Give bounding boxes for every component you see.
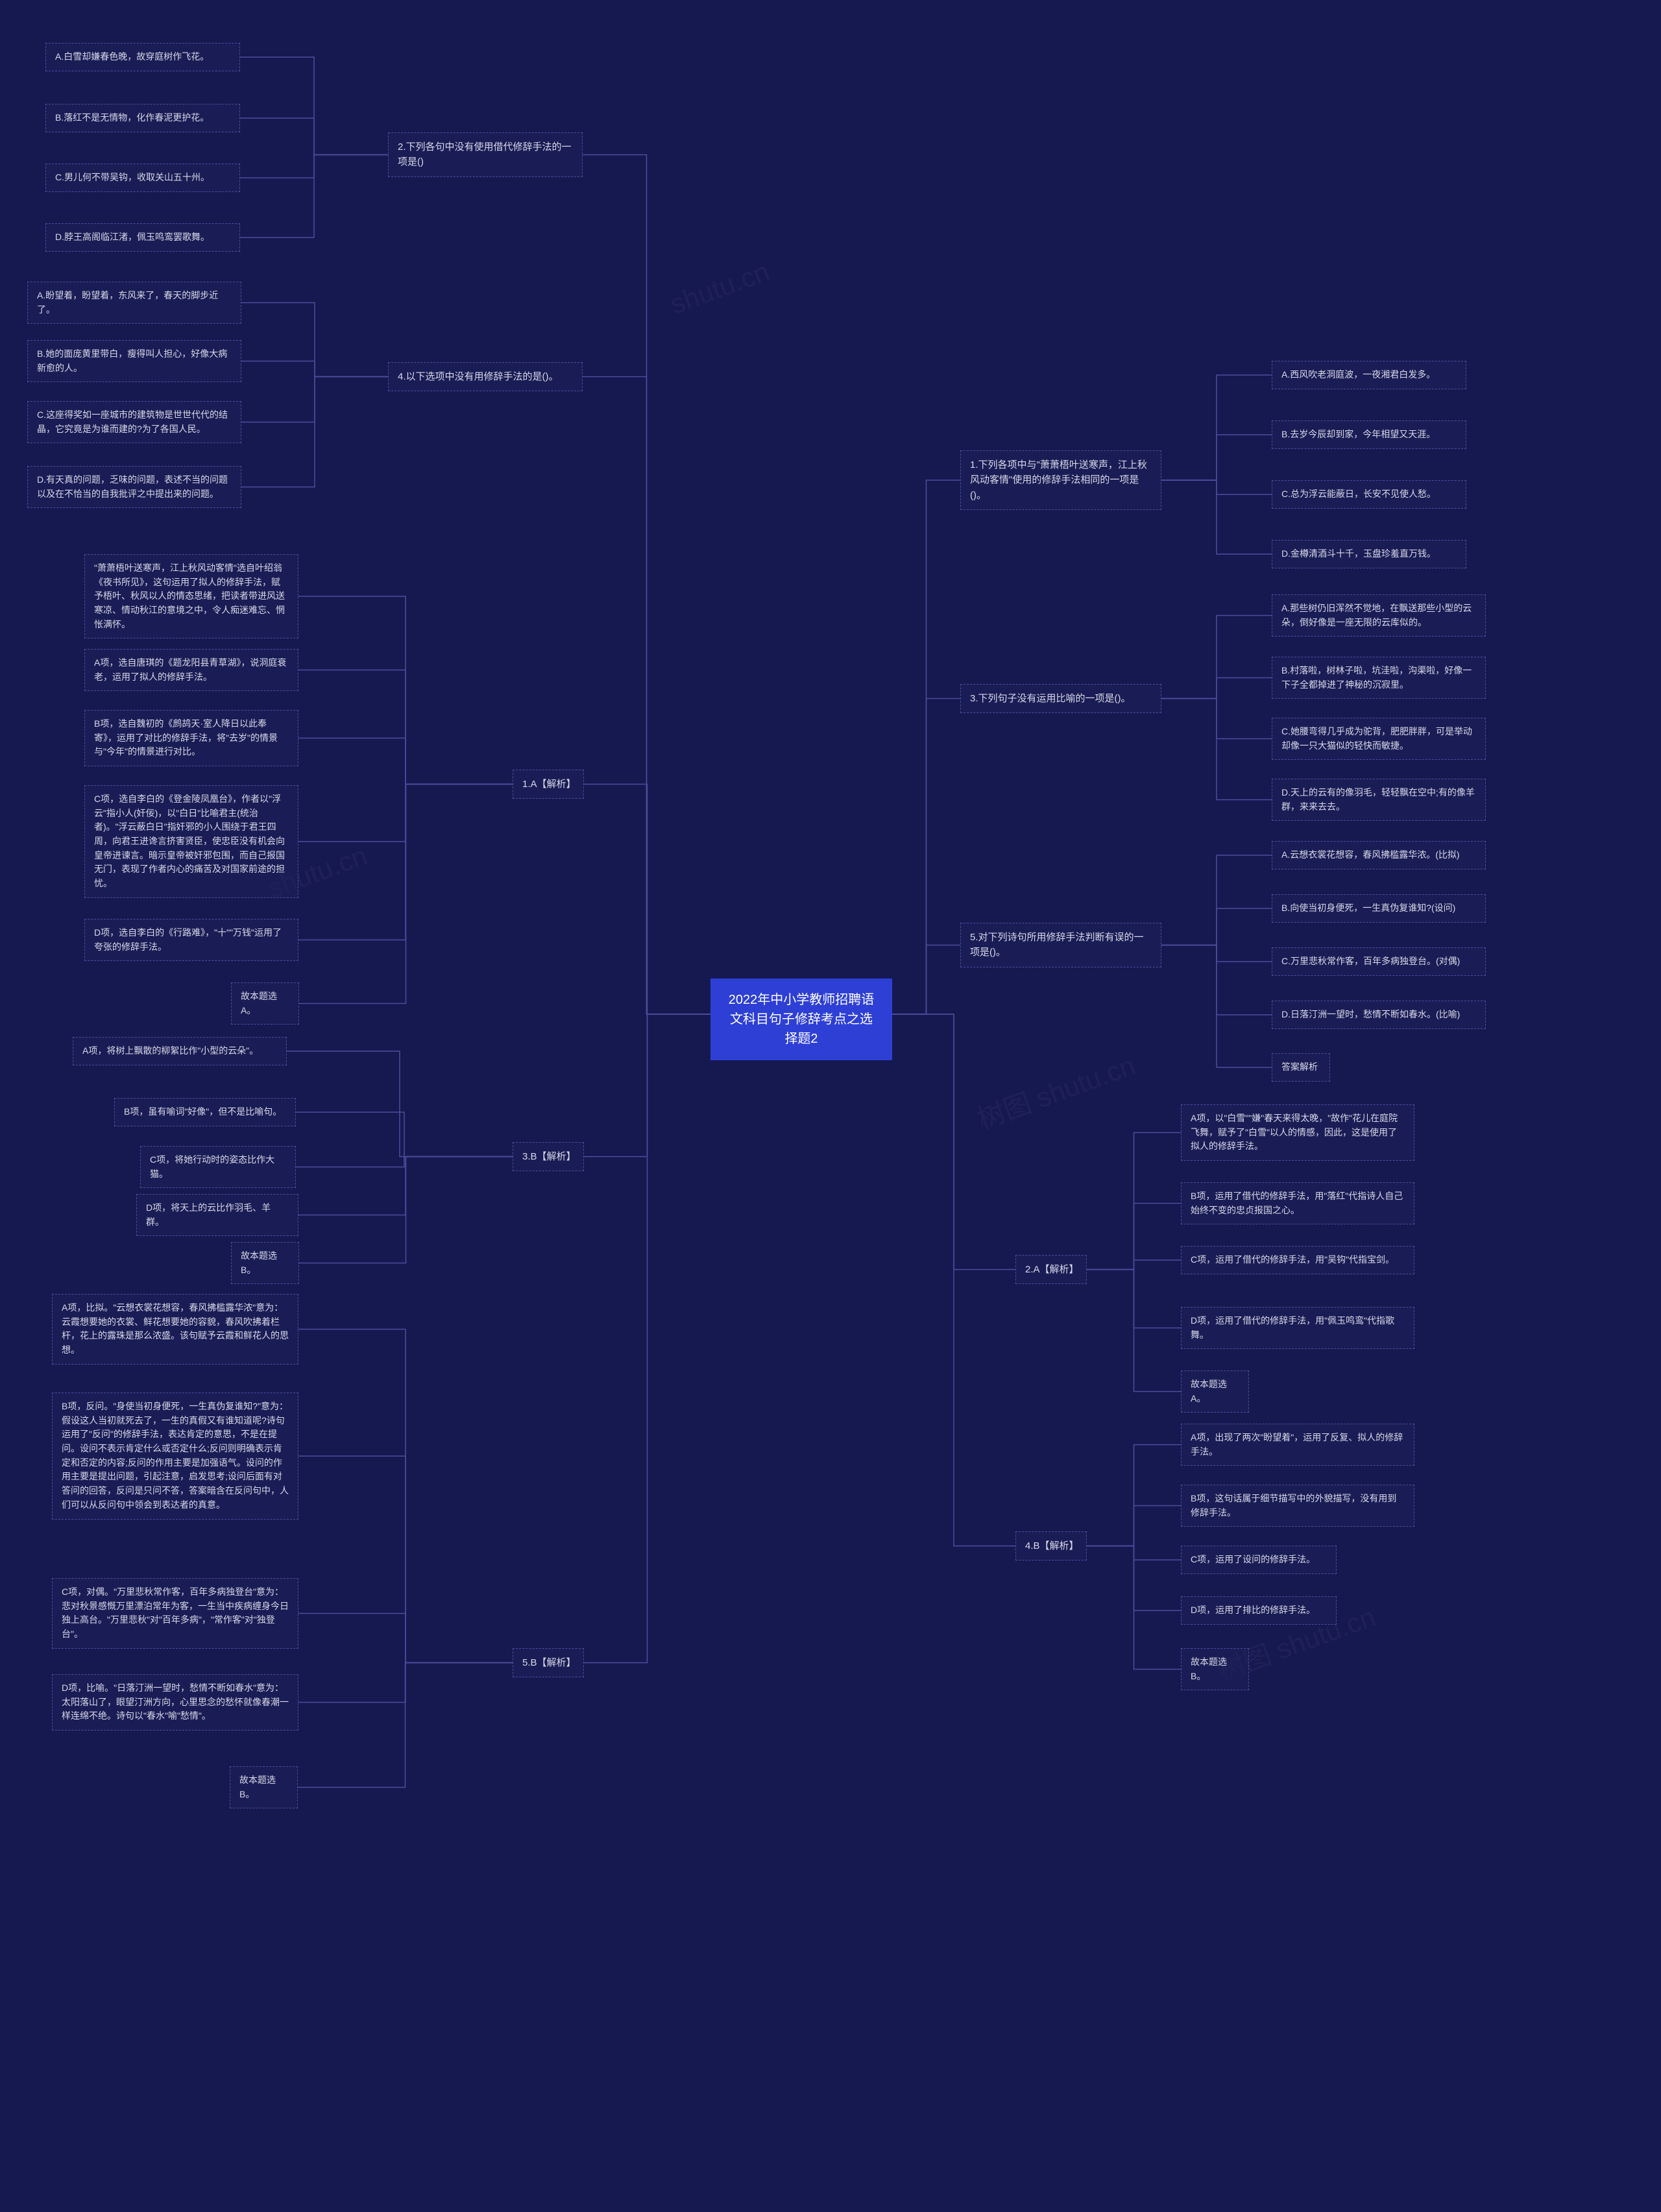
right-leaf-2-3: D.日落汀洲一望时，愁情不断如春水。(比喻) bbox=[1272, 1001, 1486, 1029]
watermark: 树图 shutu.cn bbox=[971, 1043, 1140, 1137]
left-branch-3: 3.B【解析】 bbox=[513, 1142, 584, 1171]
left-leaf-0-0: A.白雪却嫌春色晚，故穿庭树作飞花。 bbox=[45, 43, 240, 71]
left-leaf-3-4: 故本题选B。 bbox=[231, 1242, 299, 1284]
left-leaf-3-2: C项，将她行动时的姿态比作大猫。 bbox=[140, 1146, 296, 1188]
right-leaf-3-3: D项，运用了借代的修辞手法，用"佩玉鸣鸾"代指歌舞。 bbox=[1181, 1307, 1414, 1349]
left-leaf-3-0: A项，将树上飘散的柳絮比作"小型的云朵"。 bbox=[73, 1037, 287, 1065]
left-leaf-2-5: 故本题选A。 bbox=[231, 982, 299, 1025]
right-leaf-1-0: A.那些树仍旧浑然不觉地，在飘送那些小型的云朵，倒好像是一座无限的云库似的。 bbox=[1272, 594, 1486, 637]
right-leaf-0-1: B.去岁今辰却到家，今年相望又天涯。 bbox=[1272, 420, 1466, 449]
left-branch-4: 5.B【解析】 bbox=[513, 1648, 584, 1677]
right-leaf-1-1: B.村落啦，树林子啦，坑洼啦，沟渠啦，好像一下子全都掉进了神秘的沉寂里。 bbox=[1272, 657, 1486, 699]
left-leaf-1-3: D.有天真的问题，乏味的问题，表述不当的问题以及在不恰当的自我批评之中提出来的问… bbox=[27, 466, 241, 508]
left-leaf-3-3: D项，将天上的云比作羽毛、羊群。 bbox=[136, 1194, 298, 1236]
left-leaf-1-1: B.她的面庞黄里带白，瘦得叫人担心，好像大病新愈的人。 bbox=[27, 340, 241, 382]
right-leaf-3-1: B项，运用了借代的修辞手法，用"落红"代指诗人自己始终不变的忠贞报国之心。 bbox=[1181, 1182, 1414, 1224]
right-leaf-4-1: B项，这句话属于细节描写中的外貌描写，没有用到修辞手法。 bbox=[1181, 1485, 1414, 1527]
left-leaf-4-0: A项，比拟。"云想衣裳花想容，春风拂槛露华浓"意为：云霞想要她的衣裳、鲜花想要她… bbox=[52, 1294, 298, 1365]
left-leaf-0-2: C.男儿何不带吴钩，收取关山五十州。 bbox=[45, 164, 240, 192]
left-leaf-3-1: B项，虽有喻词"好像"，但不是比喻句。 bbox=[114, 1098, 296, 1126]
watermark: shutu.cn bbox=[666, 256, 774, 320]
left-leaf-0-3: D.脖王高阁临江渚，佩玉鸣鸾罢歌舞。 bbox=[45, 223, 240, 252]
right-leaf-1-2: C.她腰弯得几乎成为驼背，肥肥胖胖，可是举动却像一只大猫似的轻快而敏捷。 bbox=[1272, 718, 1486, 760]
right-branch-3: 2.A【解析】 bbox=[1015, 1255, 1087, 1284]
right-leaf-4-4: 故本题选B。 bbox=[1181, 1648, 1249, 1690]
right-leaf-0-3: D.金樽清酒斗十千，玉盘珍羞直万钱。 bbox=[1272, 540, 1466, 568]
right-leaf-4-0: A项，出现了两次"盼望着"，运用了反复、拟人的修辞手法。 bbox=[1181, 1424, 1414, 1466]
left-leaf-2-0: "萧萧梧叶送寒声，江上秋风动客情"选自叶绍翁《夜书所见》，这句运用了拟人的修辞手… bbox=[84, 554, 298, 638]
center-node: 2022年中小学教师招聘语 文科目句子修辞考点之选 择题2 bbox=[710, 978, 892, 1060]
left-leaf-2-4: D项，选自李白的《行路难》，"十""万钱"运用了夸张的修辞手法。 bbox=[84, 919, 298, 961]
left-leaf-0-1: B.落红不是无情物，化作春泥更护花。 bbox=[45, 104, 240, 132]
right-branch-2: 5.对下列诗句所用修辞手法判断有误的一项是()。 bbox=[960, 923, 1161, 967]
right-branch-4: 4.B【解析】 bbox=[1015, 1531, 1087, 1561]
left-leaf-4-2: C项，对偶。"万里悲秋常作客，百年多病独登台"意为：悲对秋景感慨万里漂泊常年为客… bbox=[52, 1578, 298, 1649]
right-leaf-2-4: 答案解析 bbox=[1272, 1053, 1330, 1082]
left-leaf-2-2: B项，选自魏初的《鹧鸪天·室人降日以此奉寄》，运用了对比的修辞手法，将"去岁"的… bbox=[84, 710, 298, 766]
left-leaf-1-0: A.盼望着，盼望着，东风来了，春天的脚步近了。 bbox=[27, 282, 241, 324]
right-leaf-2-1: B.向使当初身便死，一生真伪复谁知?(设问) bbox=[1272, 894, 1486, 923]
right-leaf-1-3: D.天上的云有的像羽毛，轻轻飘在空中;有的像羊群，来来去去。 bbox=[1272, 779, 1486, 821]
right-leaf-4-3: D项，运用了排比的修辞手法。 bbox=[1181, 1596, 1337, 1625]
right-leaf-3-0: A项，以"白雪""嫌"春天来得太晚，"故作"花儿在庭院飞舞，赋予了"白雪"以人的… bbox=[1181, 1104, 1414, 1161]
right-leaf-4-2: C项，运用了设问的修辞手法。 bbox=[1181, 1546, 1337, 1574]
right-leaf-2-0: A.云想衣裳花想容，春风拂槛露华浓。(比拟) bbox=[1272, 841, 1486, 869]
right-branch-1: 3.下列句子没有运用比喻的一项是()。 bbox=[960, 684, 1161, 713]
right-branch-0: 1.下列各项中与"萧萧梧叶送寒声，江上秋风动客情"使用的修辞手法相同的一项是()… bbox=[960, 450, 1161, 510]
left-branch-0: 2.下列各句中没有使用借代修辞手法的一项是() bbox=[388, 132, 583, 177]
left-leaf-1-2: C.这座得奖如一座城市的建筑物是世世代代的结晶，它究竟是为谁而建的?为了各国人民… bbox=[27, 401, 241, 443]
right-leaf-3-2: C项，运用了借代的修辞手法，用"吴钩"代指宝剑。 bbox=[1181, 1246, 1414, 1274]
left-leaf-4-4: 故本题选B。 bbox=[230, 1766, 298, 1808]
left-branch-2: 1.A【解析】 bbox=[513, 770, 584, 799]
right-leaf-0-2: C.总为浮云能蔽日，长安不见使人愁。 bbox=[1272, 480, 1466, 509]
left-leaf-4-1: B项，反问。"身使当初身便死，一生真伪复谁知?"意为：假设这人当初就死去了，一生… bbox=[52, 1392, 298, 1520]
left-leaf-4-3: D项，比喻。"日落汀洲一望时，愁情不断如春水"意为：太阳落山了，眼望汀洲方向，心… bbox=[52, 1674, 298, 1731]
left-branch-1: 4.以下选项中没有用修辞手法的是()。 bbox=[388, 362, 583, 391]
right-leaf-2-2: C.万里悲秋常作客，百年多病独登台。(对偶) bbox=[1272, 947, 1486, 976]
right-leaf-0-0: A.西风吹老洞庭波，一夜湘君白发多。 bbox=[1272, 361, 1466, 389]
left-leaf-2-1: A项，选自唐琪的《题龙阳县青草湖》，说洞庭衰老，运用了拟人的修辞手法。 bbox=[84, 649, 298, 691]
left-leaf-2-3: C项，选自李白的《登金陵凤凰台》，作者以"浮云"指小人(奸佞)，以"白日"比喻君… bbox=[84, 785, 298, 898]
right-leaf-3-4: 故本题选A。 bbox=[1181, 1370, 1249, 1413]
